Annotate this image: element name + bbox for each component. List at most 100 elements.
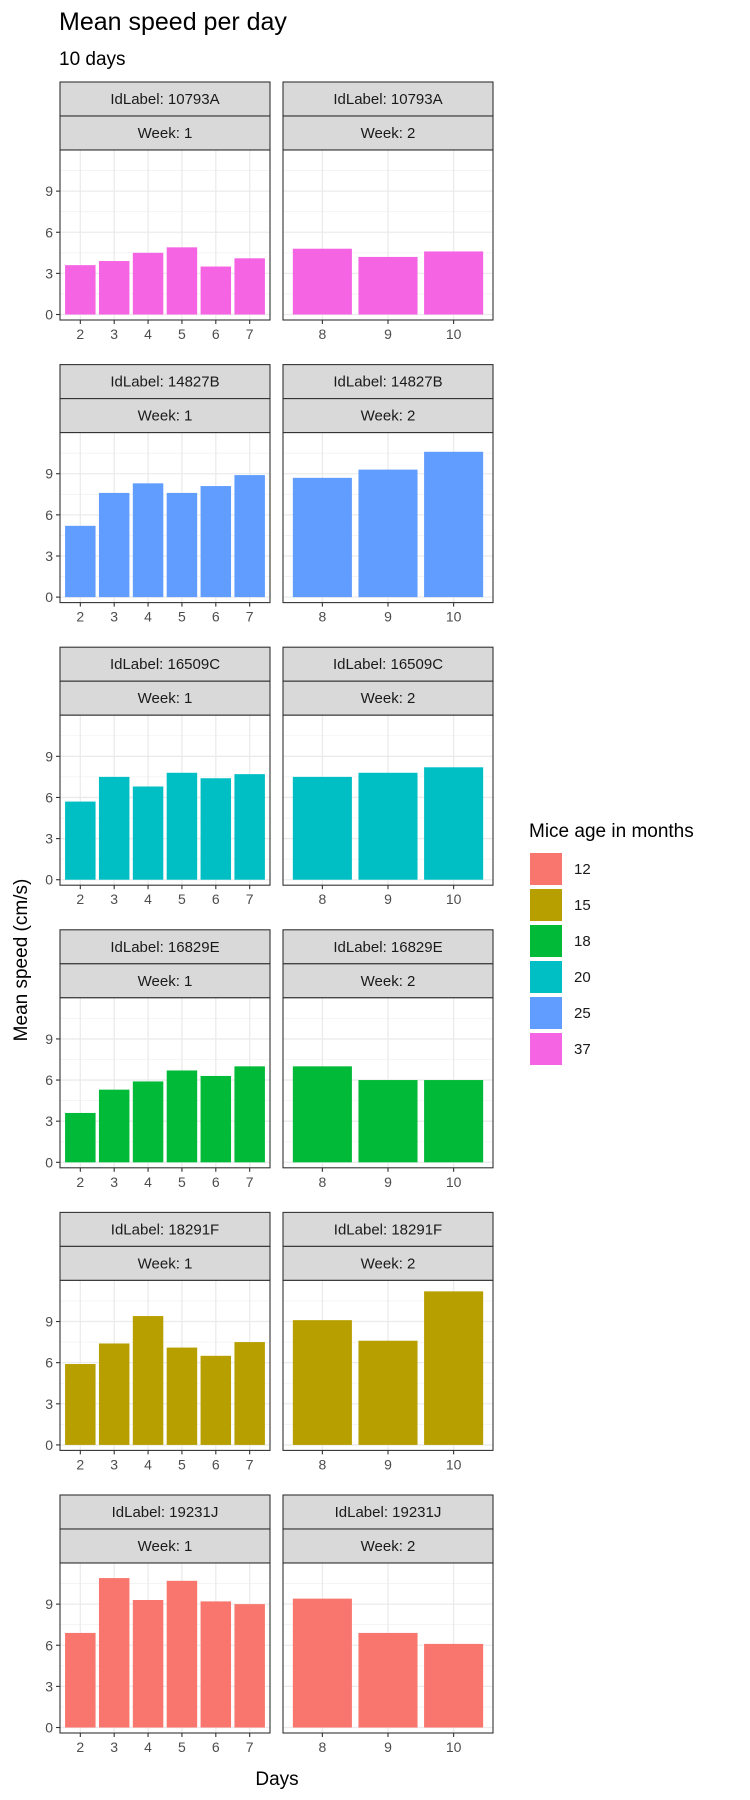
- x-tick-label: 2: [76, 326, 84, 342]
- legend-title: Mice age in months: [529, 821, 694, 842]
- x-tick-label: 6: [212, 891, 220, 907]
- x-tick-label: 4: [144, 326, 152, 342]
- legend-label: 37: [574, 1041, 591, 1058]
- legend-key: [530, 925, 562, 957]
- legend-label: 15: [574, 897, 591, 914]
- x-tick-label: 4: [144, 1174, 152, 1190]
- legend-key: [530, 889, 562, 921]
- x-tick-label: 10: [446, 1739, 462, 1755]
- chart-title: Mean speed per day: [59, 8, 287, 36]
- bar: [234, 475, 265, 598]
- bar: [200, 778, 232, 880]
- x-tick-label: 7: [246, 609, 254, 625]
- facet-strip-id-label: IdLabel: 19231J: [112, 1504, 219, 1521]
- bar: [358, 1632, 418, 1728]
- bar: [358, 1080, 418, 1163]
- x-tick-label: 10: [446, 1456, 462, 1472]
- x-tick-label: 7: [246, 1739, 254, 1755]
- y-tick-label: 6: [45, 507, 53, 523]
- facet-strip-week-label: Week: 1: [138, 973, 193, 990]
- x-tick-label: 9: [384, 1174, 392, 1190]
- bar: [98, 1343, 130, 1445]
- x-tick-label: 8: [318, 1739, 326, 1755]
- facet-strip-week-label: Week: 2: [361, 408, 416, 425]
- panel-border: [59, 149, 271, 321]
- facet-strip-id-label: IdLabel: 16829E: [333, 939, 442, 956]
- y-tick-label: 6: [45, 1637, 53, 1653]
- x-tick-label: 8: [318, 326, 326, 342]
- bar: [292, 477, 352, 598]
- bar: [424, 251, 484, 315]
- facet-strip-id: [59, 1211, 271, 1247]
- facet-strip-id: [282, 1211, 494, 1247]
- x-tick-label: 5: [178, 1174, 186, 1190]
- bar: [65, 1632, 96, 1728]
- x-tick-label: 2: [76, 1456, 84, 1472]
- x-tick-label: 5: [178, 326, 186, 342]
- x-tick-label: 3: [110, 1739, 118, 1755]
- x-axis-title: Days: [255, 1769, 298, 1790]
- x-tick-label: 5: [178, 891, 186, 907]
- bar: [65, 525, 96, 598]
- x-tick-label: 2: [76, 609, 84, 625]
- x-tick-label: 7: [246, 891, 254, 907]
- bar: [98, 261, 130, 315]
- x-tick-label: 5: [178, 609, 186, 625]
- bar: [424, 1643, 484, 1728]
- x-tick-label: 6: [212, 1739, 220, 1755]
- facet-strip-week: [282, 963, 494, 999]
- bar: [292, 1320, 352, 1445]
- facet-strip-week-label: Week: 1: [138, 690, 193, 707]
- facet-strip-week-label: Week: 2: [361, 1255, 416, 1272]
- x-tick-label: 6: [212, 1456, 220, 1472]
- y-tick-label: 0: [45, 1720, 53, 1736]
- facet-strip-id-label: IdLabel: 14827B: [333, 374, 442, 391]
- facet-strip-week-label: Week: 2: [361, 690, 416, 707]
- facet-strip-id-label: IdLabel: 14827B: [110, 374, 219, 391]
- x-tick-label: 4: [144, 1456, 152, 1472]
- facet-strip-week-label: Week: 1: [138, 1255, 193, 1272]
- x-tick-label: 5: [178, 1456, 186, 1472]
- bar: [132, 252, 164, 315]
- facet-strip-week-label: Week: 1: [138, 408, 193, 425]
- facet-strip-id-label: IdLabel: 19231J: [335, 1504, 442, 1521]
- x-tick-label: 8: [318, 891, 326, 907]
- bar: [200, 266, 232, 315]
- bar: [234, 1066, 265, 1163]
- panel-border: [59, 714, 271, 886]
- x-tick-label: 6: [212, 326, 220, 342]
- bar: [166, 492, 198, 598]
- facet-panels: IdLabel: 10793A Week: 1 2 3 4 5 6 7 0 3 6 9 IdLabel:…: [45, 81, 494, 1755]
- facet-strip-id-label: IdLabel: 16509C: [110, 656, 220, 673]
- y-tick-label: 9: [45, 748, 53, 764]
- facet-strip-id-label: IdLabel: 18291F: [334, 1221, 442, 1238]
- bar: [424, 767, 484, 880]
- y-tick-label: 3: [45, 1396, 53, 1412]
- x-tick-label: 2: [76, 1739, 84, 1755]
- x-tick-label: 7: [246, 326, 254, 342]
- x-tick-label: 9: [384, 609, 392, 625]
- y-tick-label: 6: [45, 1072, 53, 1088]
- bar: [200, 1075, 232, 1163]
- y-tick-label: 0: [45, 307, 53, 323]
- legend-key: [530, 853, 562, 885]
- x-tick-label: 2: [76, 1174, 84, 1190]
- facet-strip-week: [59, 680, 271, 716]
- bar: [292, 1598, 352, 1728]
- x-tick-label: 3: [110, 609, 118, 625]
- facet-strip-id-label: IdLabel: 16829E: [110, 939, 219, 956]
- x-tick-label: 7: [246, 1456, 254, 1472]
- facet-strip-id: [282, 929, 494, 965]
- x-tick-label: 6: [212, 609, 220, 625]
- bar: [292, 248, 352, 315]
- x-tick-label: 7: [246, 1174, 254, 1190]
- x-tick-label: 9: [384, 1456, 392, 1472]
- bar: [98, 492, 130, 598]
- x-tick-label: 8: [318, 609, 326, 625]
- x-tick-label: 9: [384, 1739, 392, 1755]
- legend-label: 18: [574, 933, 591, 950]
- facet-strip-week-label: Week: 2: [361, 125, 416, 142]
- y-tick-label: 9: [45, 1031, 53, 1047]
- bar: [292, 1066, 352, 1163]
- facet-strip-week: [282, 680, 494, 716]
